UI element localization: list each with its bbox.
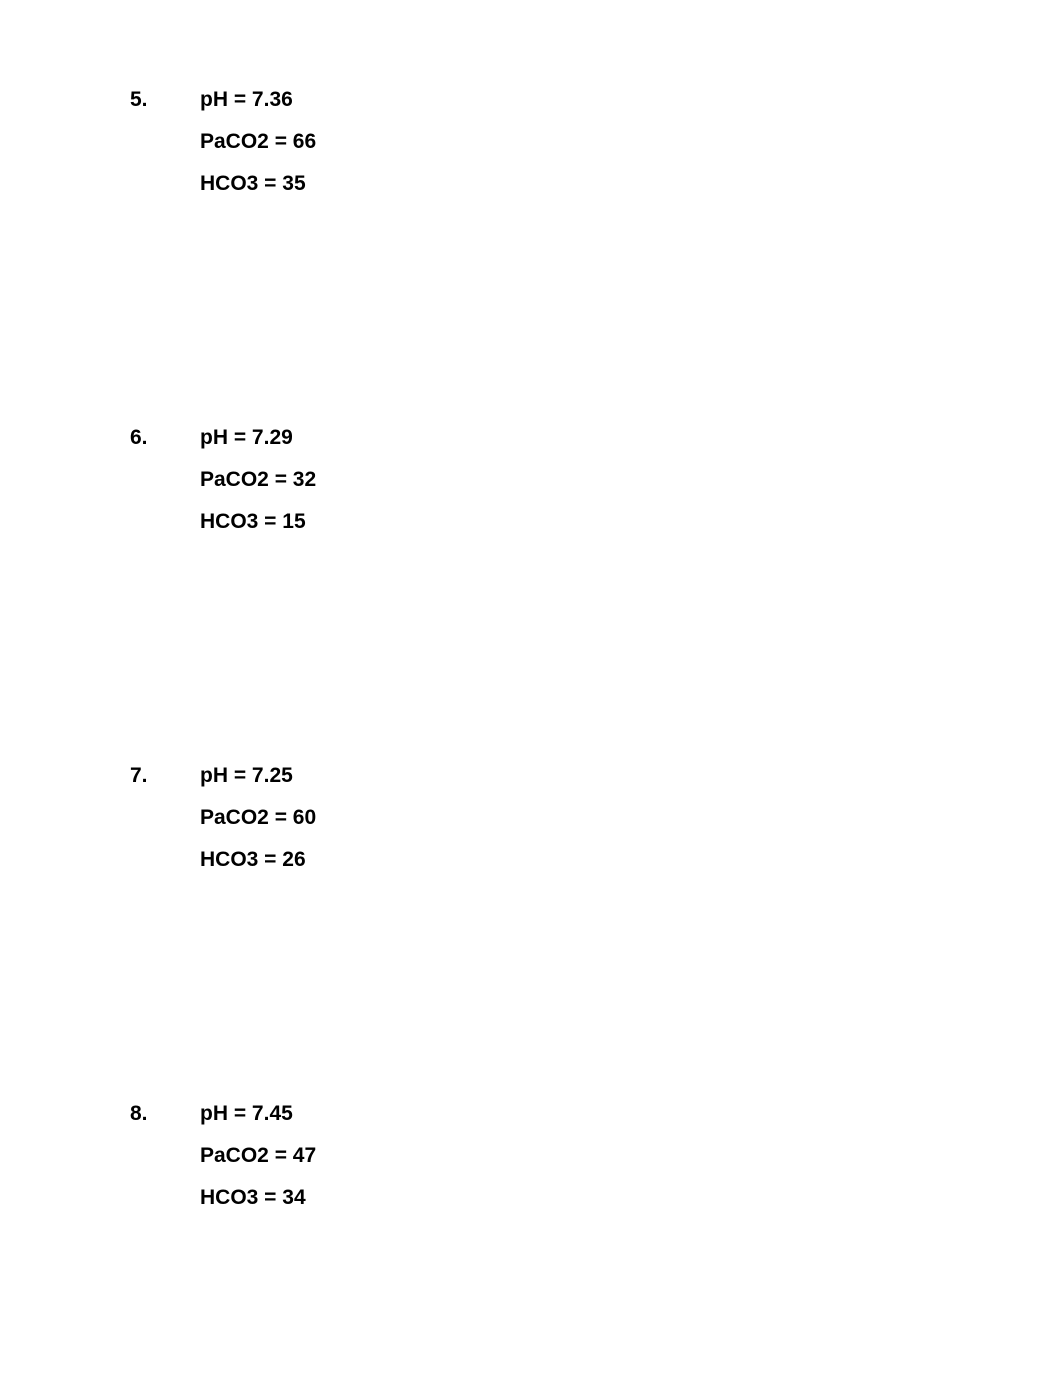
problem-value: PaCO2 = 32: [200, 468, 1062, 492]
problem-number: 5.: [130, 88, 200, 112]
problem-line: PaCO2 = 32: [130, 468, 1062, 492]
problem-value: pH = 7.36: [200, 88, 1062, 112]
problem-line: HCO3 = 34: [130, 1186, 1062, 1210]
problem-value: pH = 7.25: [200, 764, 1062, 788]
document-page: 5. pH = 7.36 PaCO2 = 66 HCO3 = 35 6. pH …: [0, 0, 1062, 1210]
problem-value: PaCO2 = 66: [200, 130, 1062, 154]
problem-value: pH = 7.29: [200, 426, 1062, 450]
problem-number: 7.: [130, 764, 200, 788]
problem-number: 8.: [130, 1102, 200, 1126]
problem-value: HCO3 = 26: [200, 848, 1062, 872]
problem-block: 7. pH = 7.25 PaCO2 = 60 HCO3 = 26: [130, 764, 1062, 872]
problem-line: HCO3 = 15: [130, 510, 1062, 534]
problem-line: 6. pH = 7.29: [130, 426, 1062, 450]
problem-block: 8. pH = 7.45 PaCO2 = 47 HCO3 = 34: [130, 1102, 1062, 1210]
problem-line: 5. pH = 7.36: [130, 88, 1062, 112]
problem-line: 8. pH = 7.45: [130, 1102, 1062, 1126]
problem-value: PaCO2 = 60: [200, 806, 1062, 830]
problem-line: PaCO2 = 66: [130, 130, 1062, 154]
problem-value: PaCO2 = 47: [200, 1144, 1062, 1168]
problem-line: 7. pH = 7.25: [130, 764, 1062, 788]
problem-line: PaCO2 = 47: [130, 1144, 1062, 1168]
problem-value: pH = 7.45: [200, 1102, 1062, 1126]
problem-value: HCO3 = 35: [200, 172, 1062, 196]
problem-value: HCO3 = 34: [200, 1186, 1062, 1210]
problem-value: HCO3 = 15: [200, 510, 1062, 534]
problem-line: HCO3 = 35: [130, 172, 1062, 196]
problem-line: PaCO2 = 60: [130, 806, 1062, 830]
problem-line: HCO3 = 26: [130, 848, 1062, 872]
problem-number: 6.: [130, 426, 200, 450]
problem-block: 6. pH = 7.29 PaCO2 = 32 HCO3 = 15: [130, 426, 1062, 534]
problem-block: 5. pH = 7.36 PaCO2 = 66 HCO3 = 35: [130, 88, 1062, 196]
